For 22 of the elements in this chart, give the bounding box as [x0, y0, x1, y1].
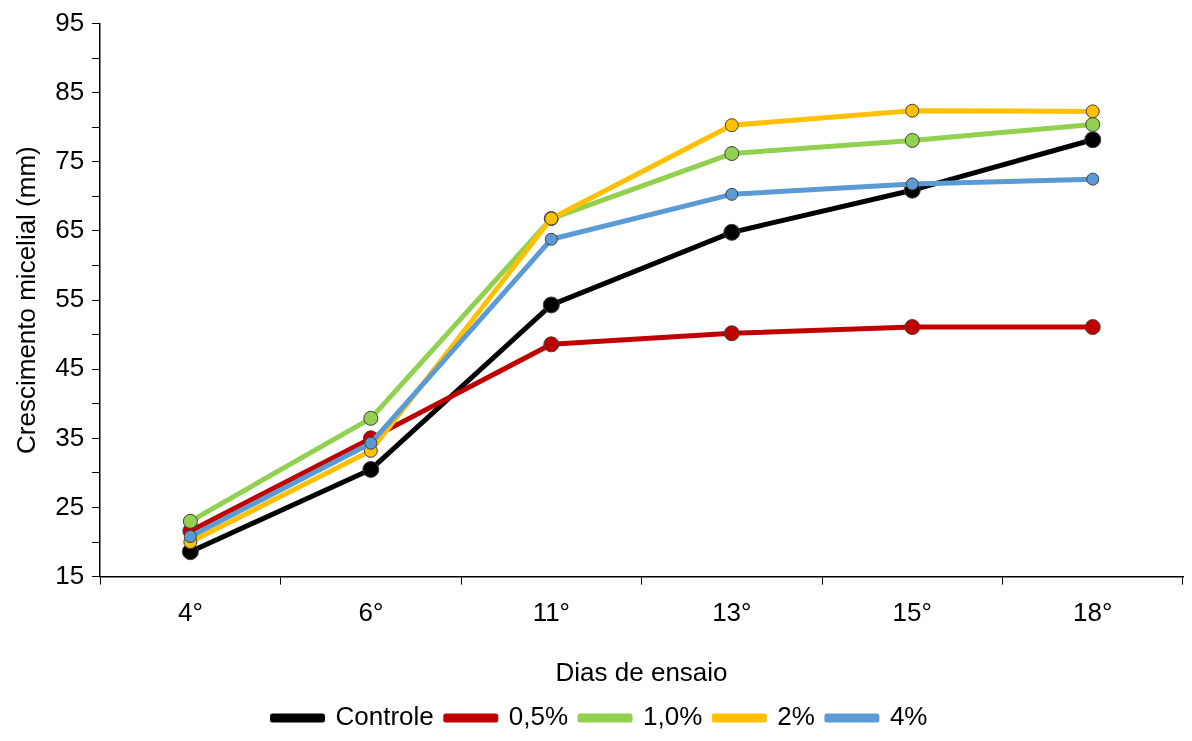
- x-tick-label: 15°: [892, 597, 932, 628]
- y-tick-label: 55: [55, 283, 85, 314]
- y-tick-label: 35: [55, 421, 85, 452]
- x-tick-label: 4°: [177, 597, 203, 628]
- y-tick-label: 95: [55, 6, 85, 37]
- y-tick-label: 85: [55, 75, 85, 106]
- legend-label: Controle: [335, 701, 434, 732]
- y-tick-label: 45: [55, 352, 85, 383]
- y-tick-label: 75: [55, 145, 85, 176]
- legend-label: 0,5%: [508, 701, 569, 732]
- legend-label: 1,0%: [643, 701, 703, 732]
- y-tick-label: 15: [55, 559, 85, 590]
- y-tick-label: 25: [55, 490, 85, 521]
- x-tick-label: 6°: [358, 597, 384, 628]
- y-axis-title: Crescimento micelial (mm): [10, 146, 41, 454]
- x-tick-label: 11°: [532, 597, 571, 628]
- x-tick-label: 13°: [712, 597, 752, 628]
- legend-label: 4%: [889, 701, 928, 732]
- x-tick-label: 18°: [1073, 597, 1113, 628]
- y-tick-label: 65: [55, 214, 85, 245]
- x-axis-title: Dias de ensaio: [555, 656, 728, 687]
- legend-label: 2%: [777, 701, 815, 732]
